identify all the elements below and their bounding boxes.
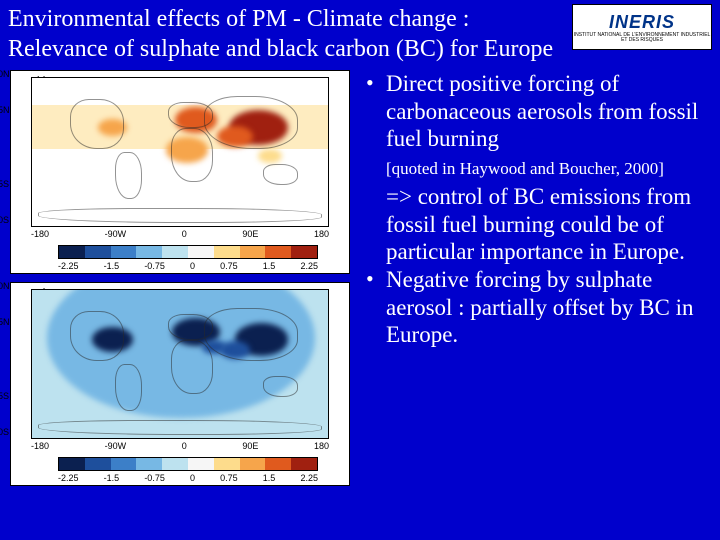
- colorbar-bottom: [58, 457, 318, 471]
- lon-tick: -180: [31, 229, 49, 239]
- text-column: Direct positive forcing of carbonaceous …: [364, 70, 704, 486]
- cb-tick: 0: [190, 473, 195, 483]
- lon-tick: 90E: [242, 441, 258, 451]
- cb-tick: 0.75: [220, 261, 238, 271]
- bullet-2: Negative forcing by sulphate aerosol : p…: [364, 266, 704, 349]
- map-panel-top: b) 90N 45N 0 45S 90S -180 -90W 0 90E 180…: [10, 70, 350, 274]
- cb-tick: 1.5: [263, 473, 276, 483]
- lat-tick: 45N: [0, 317, 10, 327]
- cb-tick: -1.5: [104, 261, 120, 271]
- cb-tick: -0.75: [144, 473, 165, 483]
- lat-tick: 45N: [0, 105, 10, 115]
- org-logo: INERIS INSTITUT NATIONAL DE L'ENVIRONNEM…: [572, 4, 712, 50]
- continent-north-america: [70, 311, 123, 361]
- lon-axis: -180 -90W 0 90E 180: [31, 441, 329, 451]
- lon-tick: -90W: [105, 441, 127, 451]
- continent-antarctica: [38, 420, 322, 435]
- title-line-1: Environmental effects of PM - Climate ch…: [8, 4, 553, 34]
- continent-africa: [171, 340, 212, 393]
- continent-south-america: [115, 364, 142, 411]
- world-map-negative-forcing: [31, 289, 329, 439]
- continent-antarctica: [38, 208, 322, 223]
- lat-tick: 90S: [0, 427, 9, 437]
- lon-tick: -90W: [105, 229, 127, 239]
- bullet-list-2: Negative forcing by sulphate aerosol : p…: [364, 266, 704, 349]
- lon-tick: -180: [31, 441, 49, 451]
- lon-axis: -180 -90W 0 90E 180: [31, 229, 329, 239]
- cb-tick: 2.25: [300, 473, 318, 483]
- lat-tick: 45S: [0, 391, 9, 401]
- cb-tick: 0: [190, 261, 195, 271]
- lon-tick: 0: [182, 229, 187, 239]
- bullet-list: Direct positive forcing of carbonaceous …: [364, 70, 704, 153]
- bullet-1: Direct positive forcing of carbonaceous …: [364, 70, 704, 153]
- continent-north-america: [70, 99, 123, 149]
- lon-tick: 90E: [242, 229, 258, 239]
- implication-text: => control of BC emissions from fossil f…: [364, 183, 704, 266]
- logo-text: INERIS: [609, 12, 675, 33]
- maps-column: b) 90N 45N 0 45S 90S -180 -90W 0 90E 180…: [10, 70, 350, 486]
- title-line-2: Relevance of sulphate and black carbon (…: [8, 34, 553, 64]
- cb-tick: -2.25: [58, 261, 79, 271]
- cb-tick: -0.75: [144, 261, 165, 271]
- colorbar-labels-top: -2.25 -1.5 -0.75 0 0.75 1.5 2.25: [58, 261, 318, 271]
- world-map-positive-forcing: [31, 77, 329, 227]
- colorbar-top: [58, 245, 318, 259]
- map-panel-bottom: a) 90N 45N 0 45S 90S -180 -90W 0 90E 180…: [10, 282, 350, 486]
- continent-australia: [263, 164, 299, 185]
- continent-asia: [204, 308, 299, 361]
- continent-asia: [204, 96, 299, 149]
- lon-tick: 180: [314, 229, 329, 239]
- citation: [quoted in Haywood and Boucher, 2000]: [364, 159, 704, 179]
- cb-tick: 2.25: [300, 261, 318, 271]
- logo-subtext: INSTITUT NATIONAL DE L'ENVIRONNEMENT IND…: [573, 33, 711, 43]
- continent-africa: [171, 128, 212, 181]
- cb-tick: -2.25: [58, 473, 79, 483]
- lat-tick: 90N: [0, 281, 10, 291]
- cb-tick: 1.5: [263, 261, 276, 271]
- lat-tick: 90N: [0, 69, 10, 79]
- cb-tick: 0.75: [220, 473, 238, 483]
- cb-tick: -1.5: [104, 473, 120, 483]
- header: Environmental effects of PM - Climate ch…: [0, 0, 720, 64]
- colorbar-labels-bottom: -2.25 -1.5 -0.75 0 0.75 1.5 2.25: [58, 473, 318, 483]
- title-block: Environmental effects of PM - Climate ch…: [8, 4, 553, 64]
- lat-tick: 90S: [0, 215, 9, 225]
- continent-south-america: [115, 152, 142, 199]
- forcing-hotspot-indonesia: [258, 149, 282, 163]
- content-row: b) 90N 45N 0 45S 90S -180 -90W 0 90E 180…: [0, 64, 720, 486]
- continent-australia: [263, 376, 299, 397]
- lat-tick: 45S: [0, 179, 9, 189]
- lon-tick: 0: [182, 441, 187, 451]
- lon-tick: 180: [314, 441, 329, 451]
